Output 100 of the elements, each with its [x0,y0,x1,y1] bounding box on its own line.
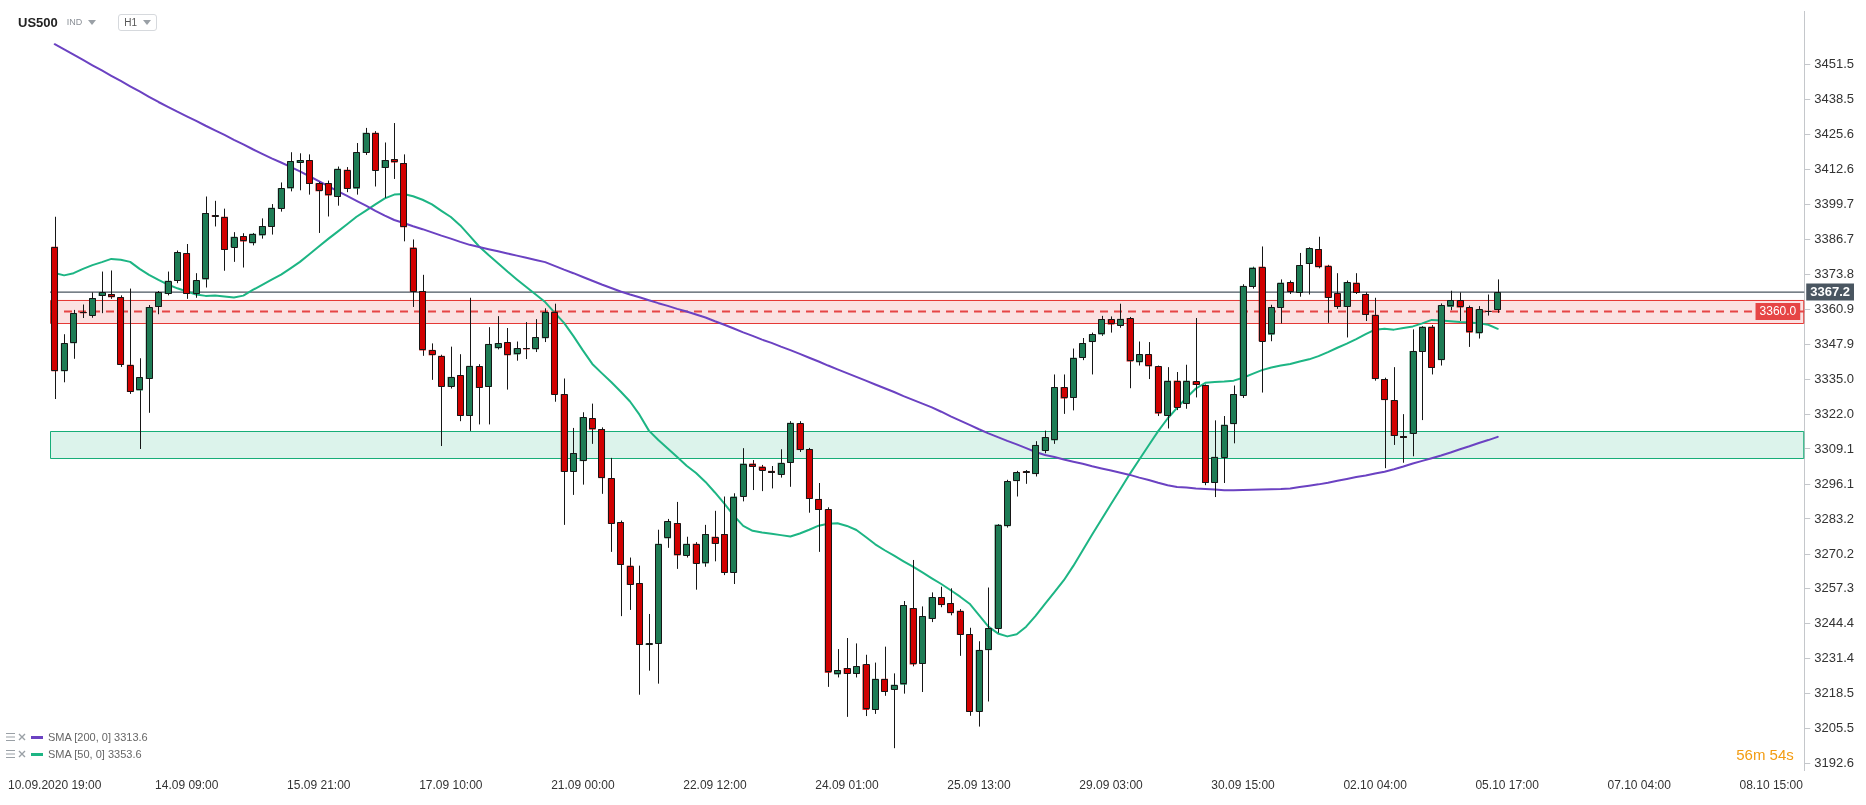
candlestick [202,196,209,289]
candlestick [1230,385,1237,444]
text: IND [66,17,83,27]
candlestick [258,217,266,240]
candlestick [381,142,389,199]
y-tick-label: 3205.5 [1814,720,1854,736]
candlestick [1305,246,1313,296]
candlestick [240,232,247,269]
y-tick-label: 3438.5 [1814,91,1854,107]
candlestick [183,243,191,300]
y-tick-label: 3451.5 [1814,56,1854,72]
candlestick [843,637,851,718]
candlestick [1381,377,1388,469]
candlestick [1183,364,1190,410]
candlestick [890,672,898,749]
candlestick [447,346,455,389]
candlestick [136,357,143,450]
candlestick [390,122,398,180]
candlestick [664,518,672,549]
candlestick [711,510,719,562]
candlestick [1428,324,1435,375]
candlestick [1088,332,1096,375]
x-tick-label: 05.10 17:00 [1475,778,1540,793]
x-tick-label: 24.09 01:00 [815,778,879,793]
candlestick [777,448,785,479]
candlestick [1400,413,1407,464]
candlestick [334,166,341,207]
candlestick [277,181,285,213]
candlestick [192,272,200,299]
x-tick-label: 14.09 09:00 [155,778,219,793]
y-tick-label: 3412.6 [1814,161,1854,177]
y-tick-label: 3244.4 [1814,615,1854,631]
candlestick [1032,440,1039,478]
y-tick-label: 3296.1 [1814,475,1854,491]
y-tick-label: 3373.8 [1814,265,1854,281]
legend-label: SMA [200, 0] 3313.6 [48,731,148,744]
candlestick [1098,315,1105,337]
candlestick [730,492,738,585]
candlestick [419,274,426,357]
candlestick [1060,373,1068,415]
ref-line-label: 3367.2 [1810,284,1850,300]
x-tick-label: 17.09 10:00 [419,778,483,793]
candlestick [475,363,483,425]
candlestick [1352,272,1360,295]
y-tick-label: 3360.9 [1814,300,1854,316]
x-tick-label: 02.10 04:00 [1343,778,1408,793]
candlestick [683,536,690,559]
candlestick [598,426,606,495]
candlestick [315,181,323,234]
candlestick [268,203,275,236]
candlestick [937,586,945,608]
y-tick-label: 3231.4 [1814,650,1854,666]
candlestick [1136,341,1143,367]
candlestick [1315,236,1322,269]
dropdown: H1 [118,13,158,31]
candlestick [400,153,407,242]
y-tick-label: 3386.7 [1814,231,1854,247]
candlestick [1447,290,1454,311]
candlestick [881,646,888,697]
candlestick [1117,303,1124,329]
candlestick [768,465,775,489]
y-tick-label: 3192.6 [1814,755,1854,771]
candlestick [1192,317,1200,398]
candlestick [164,271,172,296]
candlestick [466,297,474,432]
candlestick [532,318,540,353]
candlestick [1079,337,1087,361]
candlestick [834,648,841,678]
candlestick [815,482,822,553]
y-tick-label: 3283.2 [1814,510,1854,526]
y-tick-label: 3218.5 [1814,685,1854,701]
candlestick [504,327,511,391]
candlestick [570,427,577,496]
x-tick-label: 29.09 03:00 [1079,778,1144,793]
candlestick [70,309,77,360]
y-tick-label: 3270.2 [1814,545,1854,561]
candlestick [551,303,558,403]
candlestick [1296,252,1303,298]
candlestick [287,151,294,192]
candlestick [230,231,238,263]
x-tick-label: 15.09 21:00 [287,778,351,793]
candlestick [985,587,992,702]
candlestick [589,403,596,445]
candlestick [485,326,492,425]
ref-line-label: 3360.0 [1759,304,1797,319]
candlestick [1013,470,1021,498]
candlestick [353,142,360,196]
candlestick [296,152,304,191]
y-tick-label: 3425.6 [1814,125,1854,141]
candlestick [1164,366,1171,429]
candlestick [1145,341,1153,380]
candlestick [428,342,436,381]
candlestick [966,627,973,717]
candlestick [1456,291,1464,322]
candlestick [692,541,700,591]
candlestick [853,642,860,678]
legend-label: SMA [50, 0] 3353.6 [48,748,142,761]
candlestick [513,341,521,362]
candlestick [89,291,96,319]
x-tick-label: 22.09 12:00 [683,778,747,793]
